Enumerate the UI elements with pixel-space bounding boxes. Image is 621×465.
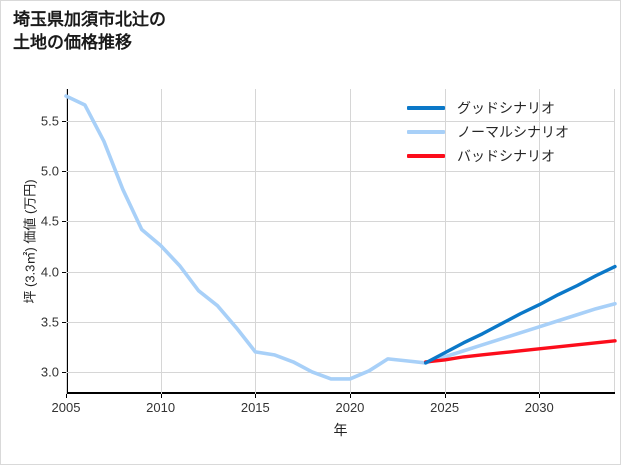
x-tick-mark [349, 394, 351, 398]
legend-label-normal: ノーマルシナリオ [457, 124, 569, 140]
plot-frame [62, 89, 615, 398]
y-tick-mark [62, 121, 66, 123]
y-axis-label-text: 坪 (3.3㎡) 価値 (万円) [22, 179, 38, 304]
gridline-vertical [444, 89, 446, 394]
gridline-vertical [255, 89, 257, 394]
y-tick-mark [62, 171, 66, 173]
legend-item-bad: バッドシナリオ [407, 144, 569, 168]
plot-area: 年 3.0 3.5 4.0 4.5 5.0 5.5 2005 2010 2015 2020 2025… [41, 89, 617, 438]
x-tick-label: 2025 [430, 400, 460, 415]
gridline-vertical [539, 89, 541, 394]
legend-swatch-normal-icon [407, 130, 445, 134]
legend-item-good: グッドシナリオ [407, 96, 569, 120]
x-tick-mark [255, 394, 257, 398]
x-tick-mark [539, 394, 541, 398]
x-axis-line [66, 392, 615, 394]
series-line-bad [423, 339, 617, 364]
x-tick-label: 2010 [146, 400, 176, 415]
gridline-horizontal [66, 271, 615, 273]
x-tick-mark [160, 394, 162, 398]
y-tick-mark [62, 271, 66, 273]
series-line-normal [64, 94, 617, 381]
legend-item-normal: ノーマルシナリオ [407, 120, 569, 144]
plot-spine-top [66, 89, 615, 90]
y-tick-mark [62, 321, 66, 323]
x-tick-label: 2020 [335, 400, 365, 415]
y-tick-mark [62, 371, 66, 373]
y-tick-label: 3.0 [40, 364, 59, 380]
chart-legend: グッドシナリオ ノーマルシナリオ バッドシナリオ [401, 92, 575, 172]
x-tick-label: 2015 [240, 400, 270, 415]
gridline-horizontal [66, 121, 615, 123]
legend-label-bad: バッドシナリオ [457, 148, 555, 164]
y-tick-label: 4.0 [40, 264, 59, 280]
gridline-horizontal [66, 171, 615, 173]
y-tick-label: 3.5 [40, 314, 59, 330]
page-title: 埼玉県加須市北辻の 土地の価格推移 [13, 10, 166, 52]
y-tick-label: 5.0 [40, 163, 59, 179]
x-tick-mark [66, 394, 67, 398]
gridline-horizontal [66, 221, 615, 223]
series-line-good [423, 264, 617, 365]
legend-label-good: グッドシナリオ [457, 100, 555, 116]
legend-swatch-good-icon [407, 106, 445, 110]
gridline-vertical [160, 89, 162, 394]
gridline-vertical [66, 89, 67, 394]
y-axis-label: 坪 (3.3㎡) 価値 (万円) [19, 89, 39, 394]
gridline-horizontal [66, 321, 615, 323]
gridline-horizontal [66, 371, 615, 373]
x-axis-label: 年 [333, 422, 348, 438]
y-axis-line [66, 89, 68, 394]
plot-spine-right [614, 89, 615, 394]
x-tick-label: 2030 [524, 400, 554, 415]
gridline-vertical [349, 89, 351, 394]
legend-swatch-bad-icon [407, 154, 445, 158]
y-tick-label: 4.5 [40, 213, 59, 229]
x-tick-label: 2005 [51, 400, 81, 415]
y-tick-label: 5.5 [40, 113, 59, 129]
x-tick-mark [444, 394, 446, 398]
series-layer [64, 94, 617, 381]
y-tick-mark [62, 221, 66, 223]
